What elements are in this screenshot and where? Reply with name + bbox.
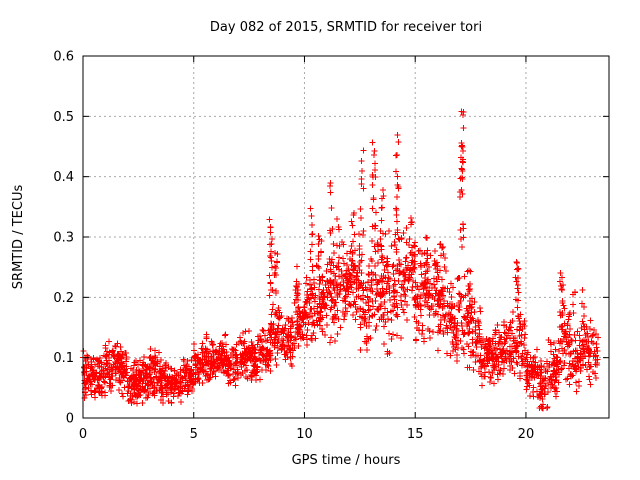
y-tick-label: 0.5 (53, 110, 74, 125)
x-axis-label: GPS time / hours (292, 453, 401, 468)
x-tick-label: 0 (79, 427, 87, 442)
chart-title: Day 082 of 2015, SRMTID for receiver tor… (210, 20, 482, 35)
x-tick-labels: 0 5 10 15 20 (79, 427, 534, 442)
y-tick-label: 0.4 (53, 170, 74, 185)
y-tick-label: 0.6 (53, 50, 74, 65)
y-tick-label: 0.3 (53, 231, 74, 246)
y-tick-label: 0 (66, 412, 74, 427)
x-tick-label: 15 (407, 427, 424, 442)
x-tick-label: 10 (296, 427, 313, 442)
x-tick-label: 20 (518, 427, 535, 442)
tick-marks (82, 55, 609, 419)
y-axis-label: SRMTID / TECUs (11, 185, 26, 290)
y-tick-labels: 0 0.1 0.2 0.3 0.4 0.5 0.6 (53, 50, 74, 427)
y-tick-label: 0.2 (53, 291, 74, 306)
x-tick-label: 5 (190, 427, 198, 442)
y-tick-label: 0.1 (53, 351, 74, 366)
grid-lines (84, 57, 608, 417)
scatter-points (80, 108, 601, 412)
